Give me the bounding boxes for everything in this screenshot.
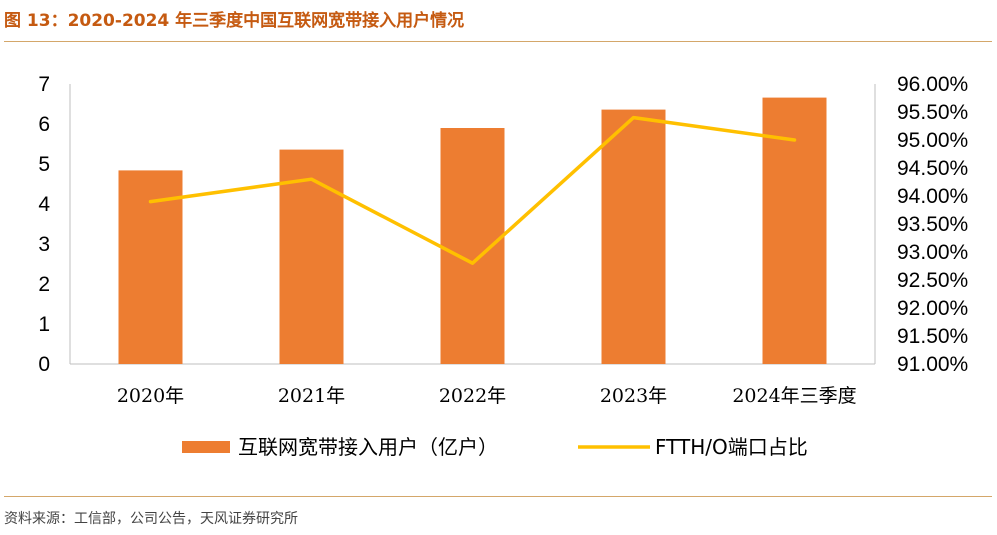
- footer-divider: [4, 496, 992, 497]
- chart-legend: 互联网宽带接入用户（亿户） FTTH/O端口占比: [182, 435, 808, 459]
- right-tick-label: 95.00%: [897, 129, 968, 152]
- left-tick-label: 5: [38, 153, 50, 176]
- legend-swatch-bar: [182, 441, 230, 453]
- left-tick-label: 0: [38, 353, 50, 376]
- right-tick-label: 94.50%: [897, 157, 968, 180]
- right-tick-label: 95.50%: [897, 101, 968, 124]
- left-tick-label: 1: [38, 313, 50, 336]
- bar-series: [118, 97, 827, 364]
- left-tick-label: 2: [38, 273, 50, 296]
- x-tick-label: 2023年: [600, 385, 667, 407]
- x-tick-label: 2022年: [439, 385, 506, 407]
- left-tick-label: 4: [38, 193, 50, 216]
- legend-label-bar: 互联网宽带接入用户（亿户）: [238, 435, 498, 459]
- right-tick-label: 91.50%: [897, 325, 968, 348]
- bar-4: [762, 97, 827, 364]
- bar-2: [440, 128, 505, 364]
- left-tick-label: 7: [38, 73, 50, 96]
- right-tick-label: 92.00%: [897, 297, 968, 320]
- figure-title: 图 13：2020-2024 年三季度中国互联网宽带接入用户情况: [4, 11, 465, 31]
- x-tick-label: 2021年: [278, 385, 345, 407]
- right-tick-label: 91.00%: [897, 353, 968, 376]
- x-tick-label: 2024年三季度: [732, 385, 856, 407]
- source-note: 资料来源：工信部，公司公告，天风证券研究所: [4, 511, 298, 527]
- title-divider: [4, 41, 992, 42]
- right-tick-label: 92.50%: [897, 269, 968, 292]
- legend-label-line: FTTH/O端口占比: [655, 435, 808, 459]
- bar-1: [279, 149, 344, 364]
- tick-labels: 0 1 2 3 4 5 6 7 91.00% 91.50% 92.00% 92.50% 93.00% 93…: [38, 73, 968, 407]
- right-tick-label: 96.00%: [897, 73, 968, 96]
- line-series: [148, 115, 797, 265]
- right-tick-label: 94.00%: [897, 185, 968, 208]
- right-tick-label: 93.50%: [897, 213, 968, 236]
- right-tick-label: 93.00%: [897, 241, 968, 264]
- left-tick-label: 3: [38, 233, 50, 256]
- bar-3: [601, 109, 666, 364]
- left-tick-label: 6: [38, 113, 50, 136]
- x-tick-label: 2020年: [117, 385, 184, 407]
